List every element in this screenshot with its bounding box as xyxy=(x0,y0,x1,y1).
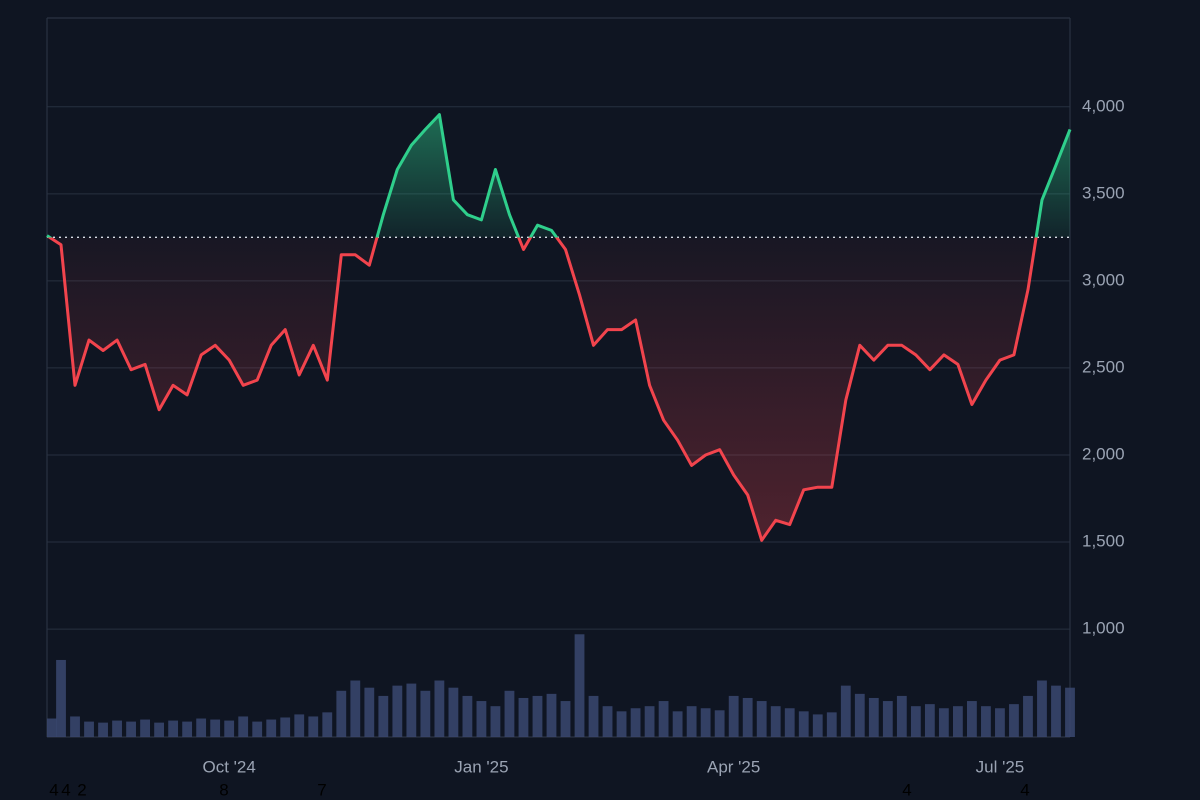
volume-bar xyxy=(756,701,767,737)
volume-bar xyxy=(1009,704,1019,737)
volume-bar xyxy=(1037,680,1047,737)
volume-bar xyxy=(714,710,725,737)
volume-bar xyxy=(294,714,305,737)
y-tick-label: 1,500 xyxy=(1082,532,1125,551)
y-tick-label: 2,500 xyxy=(1082,357,1125,376)
volume-bar xyxy=(981,706,991,737)
volume-bar xyxy=(462,695,473,737)
footer-mark: 4 xyxy=(902,780,911,799)
volume-bar xyxy=(140,719,151,737)
volume-bar xyxy=(350,680,361,737)
volume-bar xyxy=(1023,695,1033,737)
volume-bar xyxy=(238,716,249,737)
volume-bar xyxy=(644,706,655,737)
volume-bar xyxy=(322,712,333,737)
x-tick-label: Oct '24 xyxy=(203,757,256,776)
volume-bar xyxy=(798,711,809,737)
volume-bar xyxy=(420,690,431,737)
volume-bar xyxy=(924,704,935,737)
volume-bar xyxy=(602,706,613,737)
y-tick-label: 1,000 xyxy=(1082,619,1125,638)
volume-bar xyxy=(434,680,445,737)
volume-bar xyxy=(784,708,795,737)
volume-bar xyxy=(588,695,599,737)
volume-bar xyxy=(1065,687,1075,737)
volume-bar xyxy=(154,722,165,737)
price-line xyxy=(46,113,1072,542)
volume-bar xyxy=(574,634,585,737)
volume-bar xyxy=(686,706,697,737)
footer-mark: 4 xyxy=(61,780,70,799)
volume-bar xyxy=(224,720,235,737)
volume-bar xyxy=(280,717,291,737)
volume-bar xyxy=(336,690,347,737)
footer-mark: 2 xyxy=(77,780,86,799)
volume-bar xyxy=(112,720,122,737)
volume-bar xyxy=(168,720,179,737)
y-tick-label: 2,000 xyxy=(1082,444,1125,463)
volume-bar xyxy=(854,693,865,737)
volume-bar xyxy=(70,716,80,737)
volume-bar xyxy=(630,708,641,737)
volume-bar xyxy=(826,712,837,737)
volume-bar xyxy=(532,695,543,737)
volume-bar xyxy=(518,697,529,737)
volume-bar xyxy=(560,701,571,737)
footer-mark: 4 xyxy=(1020,780,1029,799)
volume-bar xyxy=(504,690,515,737)
volume-bar xyxy=(546,693,557,737)
volume-bar xyxy=(995,708,1005,737)
volume-bar xyxy=(952,706,963,737)
volume-bar xyxy=(266,719,277,737)
x-tick-label: Jul '25 xyxy=(976,757,1025,776)
volume-bar xyxy=(392,685,403,737)
y-tick-label: 4,000 xyxy=(1082,96,1125,115)
volume-bar xyxy=(700,708,711,737)
volume-bar xyxy=(196,718,207,737)
volume-bar xyxy=(896,695,907,737)
volume-bar xyxy=(126,721,136,737)
volume-bar xyxy=(364,687,375,737)
volume-bar xyxy=(47,718,57,737)
volume-bar xyxy=(966,701,977,737)
volume-bar xyxy=(210,719,221,737)
area xyxy=(47,114,1070,541)
footer-mark: 7 xyxy=(317,780,326,799)
volume-bar xyxy=(882,701,893,737)
volume-bar xyxy=(448,687,459,737)
volume-bar xyxy=(98,722,108,737)
volume-bar xyxy=(252,721,263,737)
volume-bar xyxy=(490,706,501,737)
volume-bar xyxy=(728,695,739,737)
volume-bar xyxy=(616,711,627,737)
volume-bar xyxy=(56,659,66,737)
volume-bar xyxy=(476,701,487,737)
volume-bar xyxy=(84,721,94,737)
volume-bar xyxy=(910,706,921,737)
volume-bar xyxy=(938,708,949,737)
footer-mark: 8 xyxy=(219,780,228,799)
volume-bar xyxy=(742,697,753,737)
volume-bar xyxy=(658,701,669,737)
volume-bar xyxy=(182,721,193,737)
volume-bar xyxy=(672,711,683,737)
volume-bar xyxy=(868,697,879,737)
y-tick-label: 3,000 xyxy=(1082,270,1125,289)
volume-bar xyxy=(770,706,781,737)
y-tick-label: 3,500 xyxy=(1082,183,1125,202)
volume-bar xyxy=(406,683,417,737)
volume-bar xyxy=(812,714,823,737)
x-tick-label: Jan '25 xyxy=(454,757,508,776)
footer-mark: 4 xyxy=(49,780,58,799)
volume-bar xyxy=(1051,685,1061,737)
volume-bar xyxy=(840,685,851,737)
volume-bar xyxy=(378,695,389,737)
volume-bar xyxy=(308,716,319,737)
x-tick-label: Apr '25 xyxy=(707,757,760,776)
